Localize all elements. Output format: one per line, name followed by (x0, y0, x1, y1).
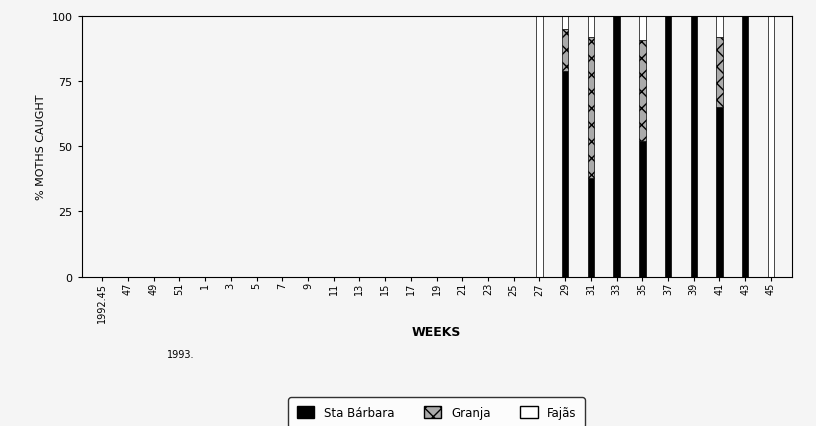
Bar (768, 17, 774, 277)
Bar (742, 17, 748, 277)
Bar (614, 17, 620, 277)
Bar (690, 17, 697, 277)
Bar (639, 142, 645, 277)
Bar (562, 17, 569, 30)
Bar (716, 38, 723, 108)
Bar (639, 40, 645, 142)
Bar (716, 17, 723, 38)
Y-axis label: % MOTHS CAUGHT: % MOTHS CAUGHT (36, 94, 46, 200)
Bar (716, 108, 723, 277)
Bar (588, 178, 594, 277)
Bar (665, 17, 672, 277)
Bar (562, 30, 569, 72)
Bar (588, 38, 594, 178)
Text: 1993.: 1993. (167, 350, 195, 360)
Bar (588, 17, 594, 38)
Legend: Sta Bárbara, Granja, Fajãs: Sta Bárbara, Granja, Fajãs (288, 397, 585, 426)
Bar (536, 17, 543, 277)
Bar (562, 72, 569, 277)
Bar (639, 17, 645, 40)
X-axis label: WEEKS: WEEKS (412, 325, 461, 338)
